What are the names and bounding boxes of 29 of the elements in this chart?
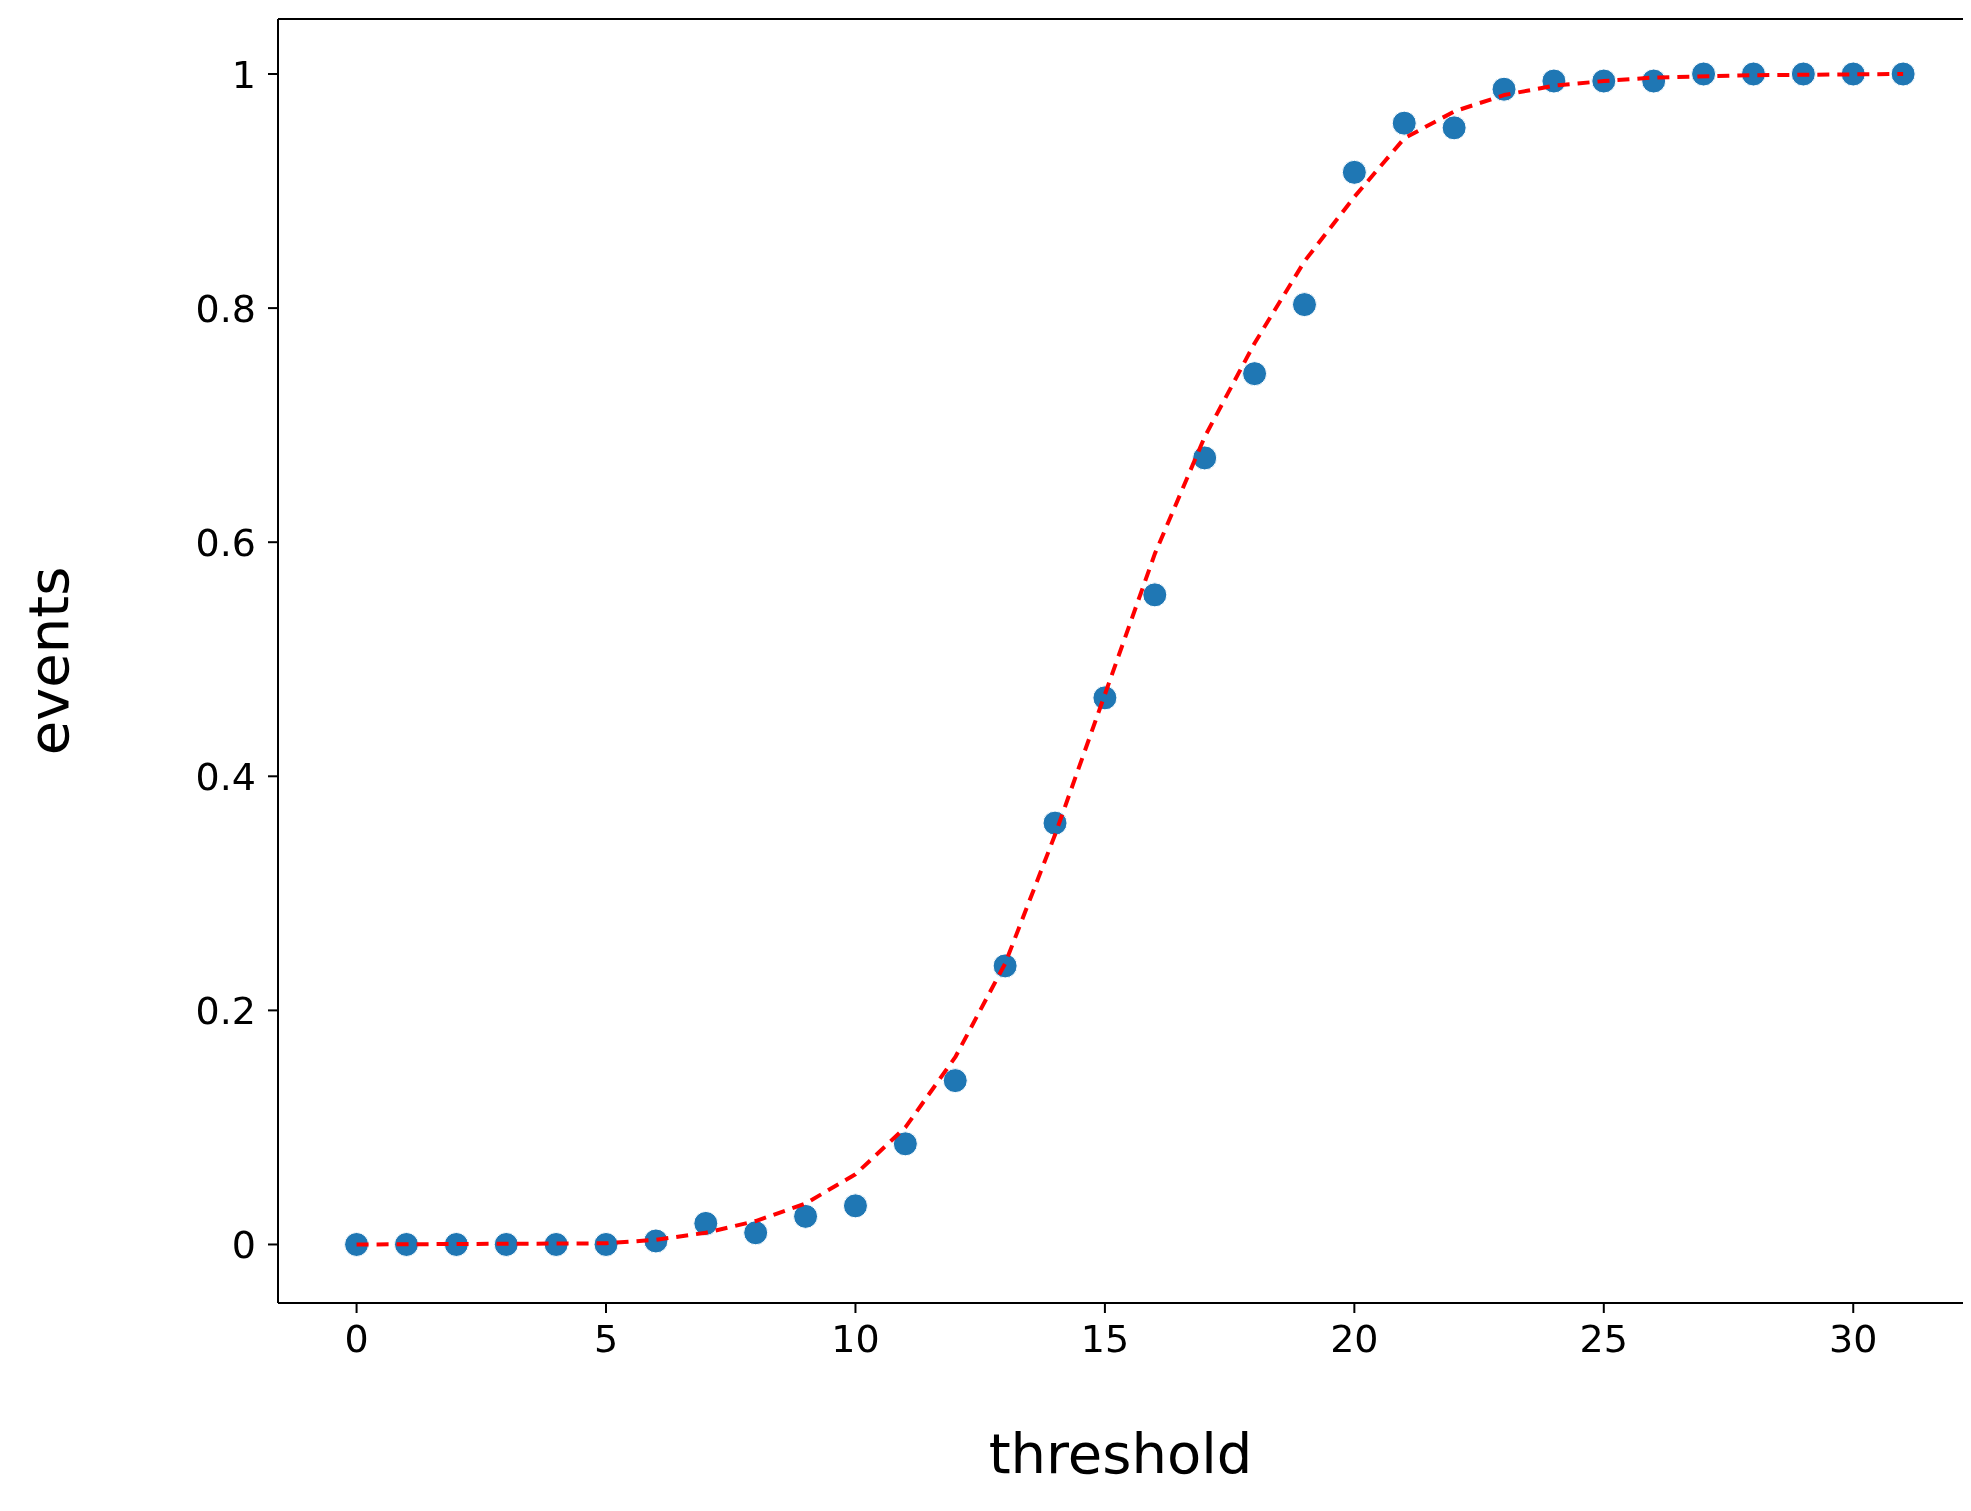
point	[842, 1193, 868, 1219]
point	[743, 1220, 769, 1246]
y-tick-label: 0.4	[195, 754, 256, 799]
y-tick-label: 0	[231, 1222, 256, 1267]
y-tick-label: 0.8	[195, 286, 256, 331]
x-tick-label: 15	[1080, 1316, 1130, 1361]
point	[1341, 159, 1367, 185]
y-tick-label: 0.2	[195, 988, 256, 1033]
point	[1291, 292, 1317, 318]
y-tick-label: 0.6	[195, 520, 256, 565]
x-axis-title: threshold	[988, 1421, 1253, 1486]
y-tick-label: 1	[231, 52, 256, 97]
x-tick-label: 30	[1829, 1316, 1878, 1361]
point	[892, 1131, 918, 1157]
point	[1890, 61, 1916, 87]
point	[942, 1068, 968, 1094]
y-axis-title: events	[15, 566, 81, 756]
point	[1242, 361, 1268, 387]
point	[693, 1210, 719, 1236]
x-tick-label: 25	[1579, 1316, 1628, 1361]
point	[1142, 582, 1168, 608]
point	[1192, 445, 1218, 471]
point	[1391, 110, 1417, 136]
x-tick-label: 20	[1330, 1316, 1379, 1361]
x-tick-label: 10	[831, 1316, 880, 1361]
x-tick-label: 0	[344, 1316, 369, 1361]
x-tick-label: 5	[593, 1316, 619, 1361]
point	[793, 1203, 819, 1229]
point	[1441, 115, 1467, 141]
